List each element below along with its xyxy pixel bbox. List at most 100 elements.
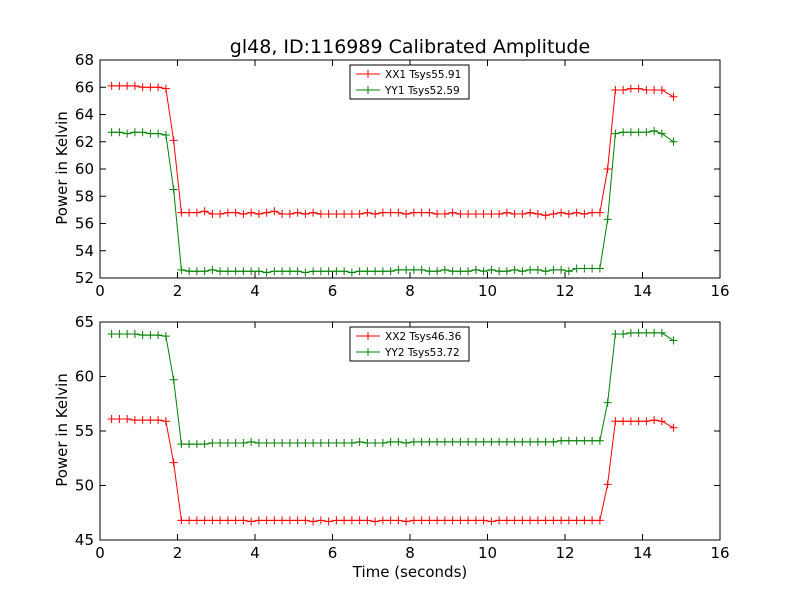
data-point-marker (177, 440, 186, 449)
data-point-marker (626, 328, 635, 337)
data-point-marker (650, 416, 659, 425)
data-point-marker (130, 416, 139, 425)
data-point-marker (495, 209, 504, 218)
data-point-marker (371, 209, 380, 218)
data-point-marker (626, 417, 635, 426)
y-tick-label: 60 (75, 160, 94, 178)
bottom-axis-ticks: 0 2 4 6 8 10 12 14 16 45 50 55 60 65 (75, 313, 730, 562)
data-point-marker (146, 83, 155, 92)
data-point-marker (270, 207, 279, 216)
data-point-marker (332, 209, 341, 218)
data-point-marker (433, 267, 442, 276)
data-point-marker (409, 437, 418, 446)
data-point-marker (324, 517, 333, 526)
data-point-marker (138, 331, 147, 340)
data-point-marker (146, 129, 155, 138)
data-point-marker (285, 209, 294, 218)
data-point-marker (254, 209, 263, 218)
data-point-marker (495, 516, 504, 525)
data-point-marker (208, 516, 217, 525)
data-point-marker (154, 416, 163, 425)
data-point-marker (502, 437, 511, 446)
data-point-marker (216, 209, 225, 218)
data-point-marker (549, 265, 558, 274)
data-point-marker (285, 267, 294, 276)
data-point-marker (588, 436, 597, 445)
data-point-marker (502, 208, 511, 217)
data-point-marker (138, 128, 147, 137)
data-point-marker (611, 129, 620, 138)
data-point-marker (634, 84, 643, 93)
data-point-marker (669, 92, 678, 101)
data-point-marker (239, 516, 248, 525)
legend-box (349, 326, 470, 362)
data-point-marker (433, 437, 442, 446)
data-point-marker (107, 415, 116, 424)
data-point-marker (626, 128, 635, 137)
data-point-marker (378, 516, 387, 525)
data-point-marker (417, 265, 426, 274)
data-point-marker (270, 267, 279, 276)
data-point-marker (262, 268, 271, 277)
data-point-marker (510, 516, 519, 525)
data-point-marker (247, 267, 256, 276)
data-point-marker (456, 209, 465, 218)
data-point-marker (564, 267, 573, 276)
data-point-marker (340, 267, 349, 276)
data-point-marker (347, 516, 356, 525)
y-tick-label: 58 (75, 187, 94, 205)
data-point-marker (355, 516, 364, 525)
data-point-marker (425, 516, 434, 525)
y-tick-label: 56 (75, 215, 94, 233)
data-point-marker (557, 516, 566, 525)
data-point-marker (440, 209, 449, 218)
bottom-legend: XX2 Tsys46.36 YY2 Tsys53.72 (349, 326, 470, 362)
data-point-marker (526, 437, 535, 446)
data-point-marker (154, 129, 163, 138)
data-point-marker (278, 516, 287, 525)
data-point-marker (324, 438, 333, 447)
y-axis-label-top: Power in Kelvin (53, 111, 71, 225)
data-point-marker (270, 438, 279, 447)
data-point-marker (634, 328, 643, 337)
data-point-marker (409, 516, 418, 525)
data-point-marker (324, 267, 333, 276)
data-point-marker (417, 208, 426, 217)
data-point-marker (130, 81, 139, 90)
data-point-marker (386, 267, 395, 276)
data-point-marker (657, 417, 666, 426)
data-point-marker (208, 438, 217, 447)
data-point-marker (309, 517, 318, 526)
data-point-marker (464, 437, 473, 446)
data-point-marker (595, 436, 604, 445)
data-point-marker (123, 415, 132, 424)
chart-title: gl48, ID:116989 Calibrated Amplitude (230, 36, 590, 58)
data-point-marker (130, 329, 139, 338)
data-point-marker (669, 336, 678, 345)
data-point-marker (479, 437, 488, 446)
data-point-marker (634, 417, 643, 426)
data-point-marker (533, 516, 542, 525)
x-tick-label: 12 (555, 544, 574, 562)
data-point-marker (650, 126, 659, 135)
data-point-marker (185, 440, 194, 449)
y-tick-label: 68 (75, 51, 94, 69)
legend-label-xx2: XX2 Tsys46.36 (385, 331, 462, 343)
x-axis-label: Time (seconds) (352, 563, 468, 581)
x-tick-label: 8 (405, 282, 415, 300)
bottom-panel: Power in Kelvin Time (seconds) 0 2 4 6 8 10 12… (53, 313, 730, 581)
data-point-marker (495, 437, 504, 446)
data-point-marker (533, 209, 542, 218)
data-point-marker (293, 516, 302, 525)
data-point-marker (425, 437, 434, 446)
legend-marker (364, 86, 372, 94)
data-point-marker (564, 516, 573, 525)
x-tick-label: 6 (328, 544, 338, 562)
data-point-marker (456, 267, 465, 276)
data-point-marker (347, 268, 356, 277)
data-point-marker (363, 208, 372, 217)
data-point-marker (161, 417, 170, 426)
data-point-marker (595, 516, 604, 525)
data-point-marker (301, 516, 310, 525)
data-point-marker (572, 436, 581, 445)
